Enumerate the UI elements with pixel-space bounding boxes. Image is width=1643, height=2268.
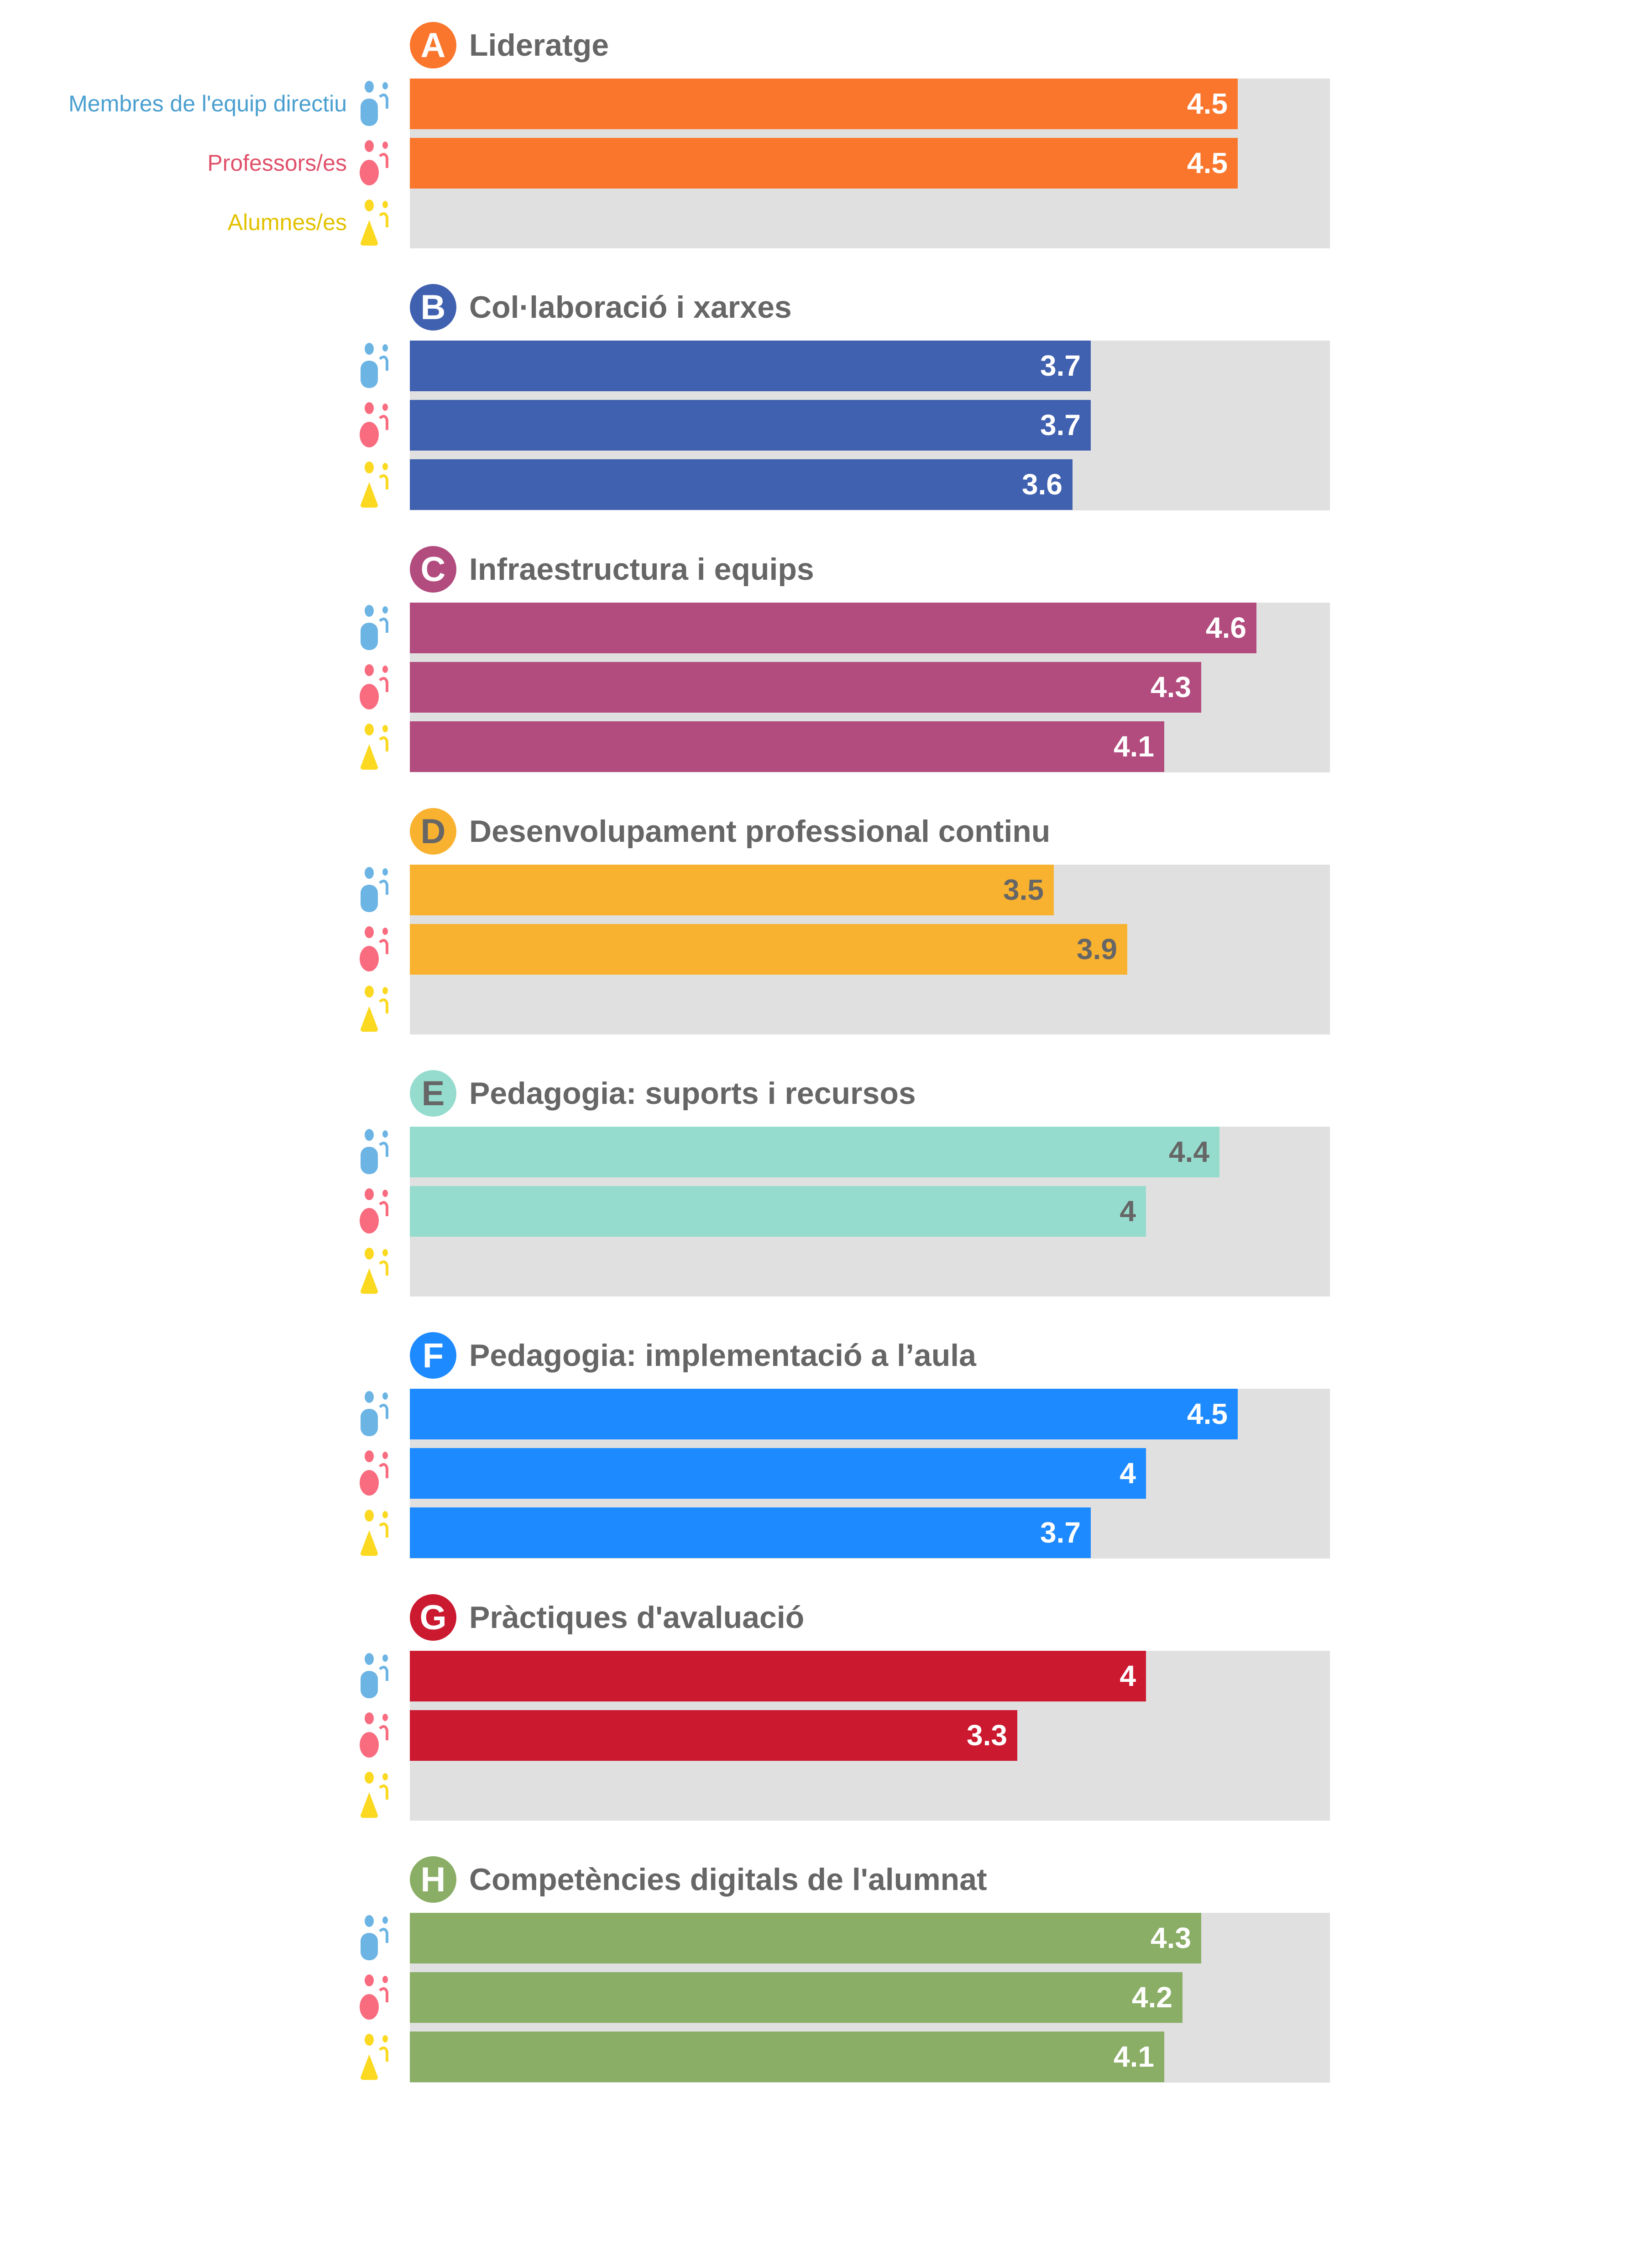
- bar: 4.5: [410, 79, 1238, 129]
- data-label: 3.5: [1003, 873, 1044, 906]
- group-badge: D: [410, 808, 456, 855]
- data-label: 4.4: [1169, 1135, 1209, 1168]
- person-pink-icon: [357, 138, 403, 189]
- data-label: 4.3: [1151, 671, 1191, 704]
- group-a: A Lideratge Membres de l'equip directiu …: [0, 0, 1643, 248]
- data-label: 4.1: [1114, 2040, 1154, 2073]
- group-badge: E: [410, 1070, 456, 1117]
- bar: 4: [410, 1651, 1146, 1701]
- data-label: 4.5: [1187, 1397, 1228, 1430]
- data-label: 3.7: [1040, 349, 1081, 382]
- bar: 4.3: [410, 1913, 1201, 1963]
- bar: 3.7: [410, 1507, 1091, 1558]
- legend-label: Alumnes/es: [227, 210, 347, 235]
- bar: 4.1: [410, 2032, 1164, 2082]
- bar: 3.7: [410, 341, 1091, 391]
- group-c: C Infraestructura i equips 4.6 4.3 4.1: [0, 510, 1643, 772]
- group-badge: G: [410, 1594, 456, 1641]
- group-f: F Pedagogia: implementació a l’aula 4.5 …: [0, 1297, 1643, 1559]
- group-badge: C: [410, 546, 456, 593]
- person-blue-icon: [357, 341, 403, 391]
- group-title: Pedagogia: suports i recursos: [469, 1076, 916, 1111]
- legend-label: Professors/es: [207, 150, 347, 176]
- bar: 4: [410, 1186, 1146, 1237]
- person-blue-icon: [357, 1651, 403, 1701]
- person-blue-icon: [357, 603, 403, 653]
- data-label: 3.7: [1040, 1516, 1081, 1549]
- person-pink-icon: [357, 1186, 403, 1237]
- bar: 3.5: [410, 865, 1054, 915]
- group-b: B Col·laboració i xarxes 3.7 3.7 3.6: [0, 248, 1643, 510]
- group-e: E Pedagogia: suports i recursos 4.4 4: [0, 1034, 1643, 1297]
- data-label: 4.6: [1206, 611, 1246, 644]
- data-label: 4.3: [1151, 1922, 1191, 1954]
- data-label: 4: [1120, 1659, 1136, 1692]
- group-badge: H: [410, 1856, 456, 1903]
- bar: 3.6: [410, 459, 1073, 510]
- group-title: Pràctiques d'avaluació: [469, 1600, 805, 1635]
- bar: 4.1: [410, 721, 1164, 772]
- group-title: Competències digitals de l'alumnat: [469, 1862, 987, 1897]
- data-label: 4: [1120, 1195, 1136, 1228]
- group-badge: B: [410, 284, 456, 331]
- legend-label: Membres de l'equip directiu: [68, 91, 347, 116]
- bar: 4.5: [410, 138, 1238, 189]
- group-g: G Pràctiques d'avaluació 4 3.3: [0, 1559, 1643, 1821]
- bar: 3.9: [410, 924, 1127, 975]
- bar: 4.4: [410, 1127, 1219, 1177]
- group-title: Desenvolupament professional continu: [469, 814, 1051, 849]
- person-pink-icon: [357, 924, 403, 975]
- data-label: 4.5: [1187, 87, 1228, 120]
- person-blue-icon: [357, 79, 403, 129]
- person-yellow-icon: [357, 2032, 403, 2082]
- person-yellow-icon: [357, 983, 403, 1034]
- bar: 4.3: [410, 662, 1201, 713]
- data-label: 3.9: [1077, 933, 1117, 966]
- group-badge: A: [410, 22, 456, 68]
- person-yellow-icon: [357, 1507, 403, 1558]
- person-yellow-icon: [357, 721, 403, 772]
- person-pink-icon: [357, 1448, 403, 1499]
- bar: 3.7: [410, 400, 1091, 451]
- group-title: Infraestructura i equips: [469, 552, 814, 587]
- bar: 4.2: [410, 1972, 1183, 2023]
- data-label: 4.1: [1114, 730, 1154, 763]
- data-label: 4.5: [1187, 147, 1228, 179]
- bar: 4.5: [410, 1389, 1238, 1439]
- group-badge: F: [410, 1332, 456, 1379]
- person-yellow-icon: [357, 197, 403, 248]
- person-pink-icon: [357, 400, 403, 451]
- person-pink-icon: [357, 662, 403, 713]
- data-label: 3.3: [967, 1719, 1007, 1752]
- data-label: 3.6: [1022, 468, 1062, 501]
- bar: 4.6: [410, 603, 1256, 653]
- data-label: 4: [1120, 1457, 1136, 1490]
- data-label: 3.7: [1040, 409, 1081, 441]
- bar: 3.3: [410, 1710, 1017, 1761]
- person-yellow-icon: [357, 1245, 403, 1296]
- bar: 4: [410, 1448, 1146, 1499]
- person-yellow-icon: [357, 1769, 403, 1820]
- group-title: Col·laboració i xarxes: [469, 290, 792, 325]
- group-h: H Competències digitals de l'alumnat 4.3…: [0, 1821, 1643, 2083]
- group-d: D Desenvolupament professional continu 3…: [0, 772, 1643, 1034]
- person-pink-icon: [357, 1710, 403, 1761]
- group-title: Pedagogia: implementació a l’aula: [469, 1338, 976, 1373]
- data-label: 4.2: [1132, 1981, 1172, 2014]
- group-title: Lideratge: [469, 28, 609, 63]
- person-blue-icon: [357, 865, 403, 915]
- person-blue-icon: [357, 1127, 403, 1177]
- person-pink-icon: [357, 1972, 403, 2023]
- person-blue-icon: [357, 1913, 403, 1963]
- person-blue-icon: [357, 1389, 403, 1439]
- person-yellow-icon: [357, 459, 403, 510]
